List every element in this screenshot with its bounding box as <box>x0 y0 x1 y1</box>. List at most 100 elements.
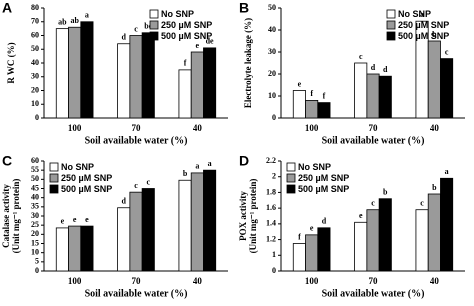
y-tick-label: 10 <box>31 99 39 108</box>
bar <box>190 51 204 119</box>
bar <box>129 35 143 119</box>
x-tick-label: 40 <box>193 276 203 286</box>
significance-letter: d <box>122 33 127 42</box>
bar <box>203 169 217 272</box>
legend-swatch <box>286 184 296 194</box>
significance-letter: ab <box>70 16 79 25</box>
x-tick-label: 40 <box>430 276 440 286</box>
bar <box>427 40 441 119</box>
legend-label: 250 µM SNP <box>161 20 212 30</box>
bar <box>378 75 392 119</box>
x-tick-label: 70 <box>369 276 379 286</box>
bar <box>366 73 380 119</box>
y-tick-label: 50 <box>31 44 39 53</box>
bar <box>354 62 368 119</box>
y-tick-label: 20 <box>268 69 276 78</box>
significance-letter: b <box>183 169 188 178</box>
y-axis-label: (Unit mg⁻¹ protein) <box>248 179 258 254</box>
significance-letter: a <box>445 167 449 176</box>
y-tick-label: 20 <box>31 85 39 94</box>
y-tick-label: 30 <box>31 211 39 220</box>
bar <box>141 32 155 119</box>
y-tick-label: 1 <box>272 250 276 259</box>
legend-swatch <box>149 9 159 19</box>
bar <box>68 26 82 119</box>
bar <box>129 191 143 272</box>
x-tick-label: 40 <box>430 123 440 133</box>
legend-swatch <box>49 173 59 183</box>
significance-letter: d <box>122 197 127 206</box>
panel-label: D <box>239 153 249 169</box>
bar <box>117 43 131 119</box>
x-tick-label: 70 <box>132 276 142 286</box>
significance-letter: c <box>445 47 449 56</box>
bar <box>305 234 319 272</box>
panel-label: A <box>2 0 12 16</box>
bar <box>317 102 331 119</box>
significance-letter: a <box>208 159 212 168</box>
y-axis-label: Catalase activity <box>1 184 11 248</box>
bar <box>190 172 204 272</box>
y-tick-label: 45 <box>31 183 39 192</box>
legend-swatch <box>286 162 296 172</box>
significance-letter: c <box>146 177 150 186</box>
significance-letter: c <box>359 52 363 61</box>
legend-swatch <box>286 173 296 183</box>
y-tick-label: 0 <box>35 113 39 122</box>
bar <box>415 209 429 272</box>
legend-swatch <box>149 31 159 41</box>
bar <box>117 207 131 272</box>
significance-letter: a <box>420 10 424 19</box>
x-tick-label: 100 <box>305 123 319 133</box>
y-tick-label: 0 <box>272 113 276 122</box>
significance-letter: c <box>134 24 138 33</box>
significance-letter: de <box>206 37 214 46</box>
y-tick-label: 1.8 <box>266 187 276 196</box>
bar <box>440 58 454 119</box>
legend-swatch <box>49 184 59 194</box>
x-tick-label: 100 <box>68 276 82 286</box>
x-tick-label: 100 <box>68 123 82 133</box>
y-axis-label: POX activity <box>238 191 248 241</box>
x-tick-label: 100 <box>305 276 319 286</box>
y-tick-label: 30 <box>31 72 39 81</box>
y-tick-label: 40 <box>268 25 276 34</box>
significance-letter: a <box>195 162 199 171</box>
y-tick-label: 1.4 <box>266 219 276 228</box>
significance-letter: c <box>371 199 375 208</box>
significance-letter: e <box>61 217 65 226</box>
legend-label: 500 µM SNP <box>61 184 112 194</box>
bar <box>68 225 82 272</box>
bar <box>141 188 155 272</box>
y-tick-label: 15 <box>31 238 39 247</box>
significance-letter: d <box>322 217 327 226</box>
significance-letter: e <box>310 224 314 233</box>
y-tick-label: 1.6 <box>266 203 276 212</box>
y-tick-label: 60 <box>31 156 39 165</box>
y-tick-label: 10 <box>31 247 39 256</box>
y-tick-label: 1.2 <box>266 234 276 243</box>
significance-letter: f <box>298 232 301 241</box>
x-axis-label: Soil available water (%) <box>85 288 188 299</box>
significance-letter: bc <box>144 22 152 31</box>
x-axis-label: Soil available water (%) <box>322 288 425 299</box>
y-axis-label: Electrolyte leakage (%) <box>243 18 253 108</box>
significance-letter: d <box>383 65 388 74</box>
legend-swatch <box>49 162 59 172</box>
significance-letter: e <box>196 41 200 50</box>
legend-label: 500 µM SNP <box>161 31 212 41</box>
bar <box>80 225 94 272</box>
legend-swatch <box>149 20 159 30</box>
significance-letter: b <box>432 30 437 39</box>
bar <box>80 21 94 119</box>
significance-letter: b <box>383 188 388 197</box>
legend-label: No SNP <box>298 162 331 172</box>
legend-label: 250 µM SNP <box>298 173 349 183</box>
legend-label: 250 µM SNP <box>398 20 449 30</box>
significance-letter: e <box>85 215 89 224</box>
significance-letter: f <box>310 89 313 98</box>
significance-letter: c <box>134 181 138 190</box>
y-tick-label: 60 <box>31 30 39 39</box>
panel-label: C <box>2 153 12 169</box>
bar <box>427 193 441 272</box>
